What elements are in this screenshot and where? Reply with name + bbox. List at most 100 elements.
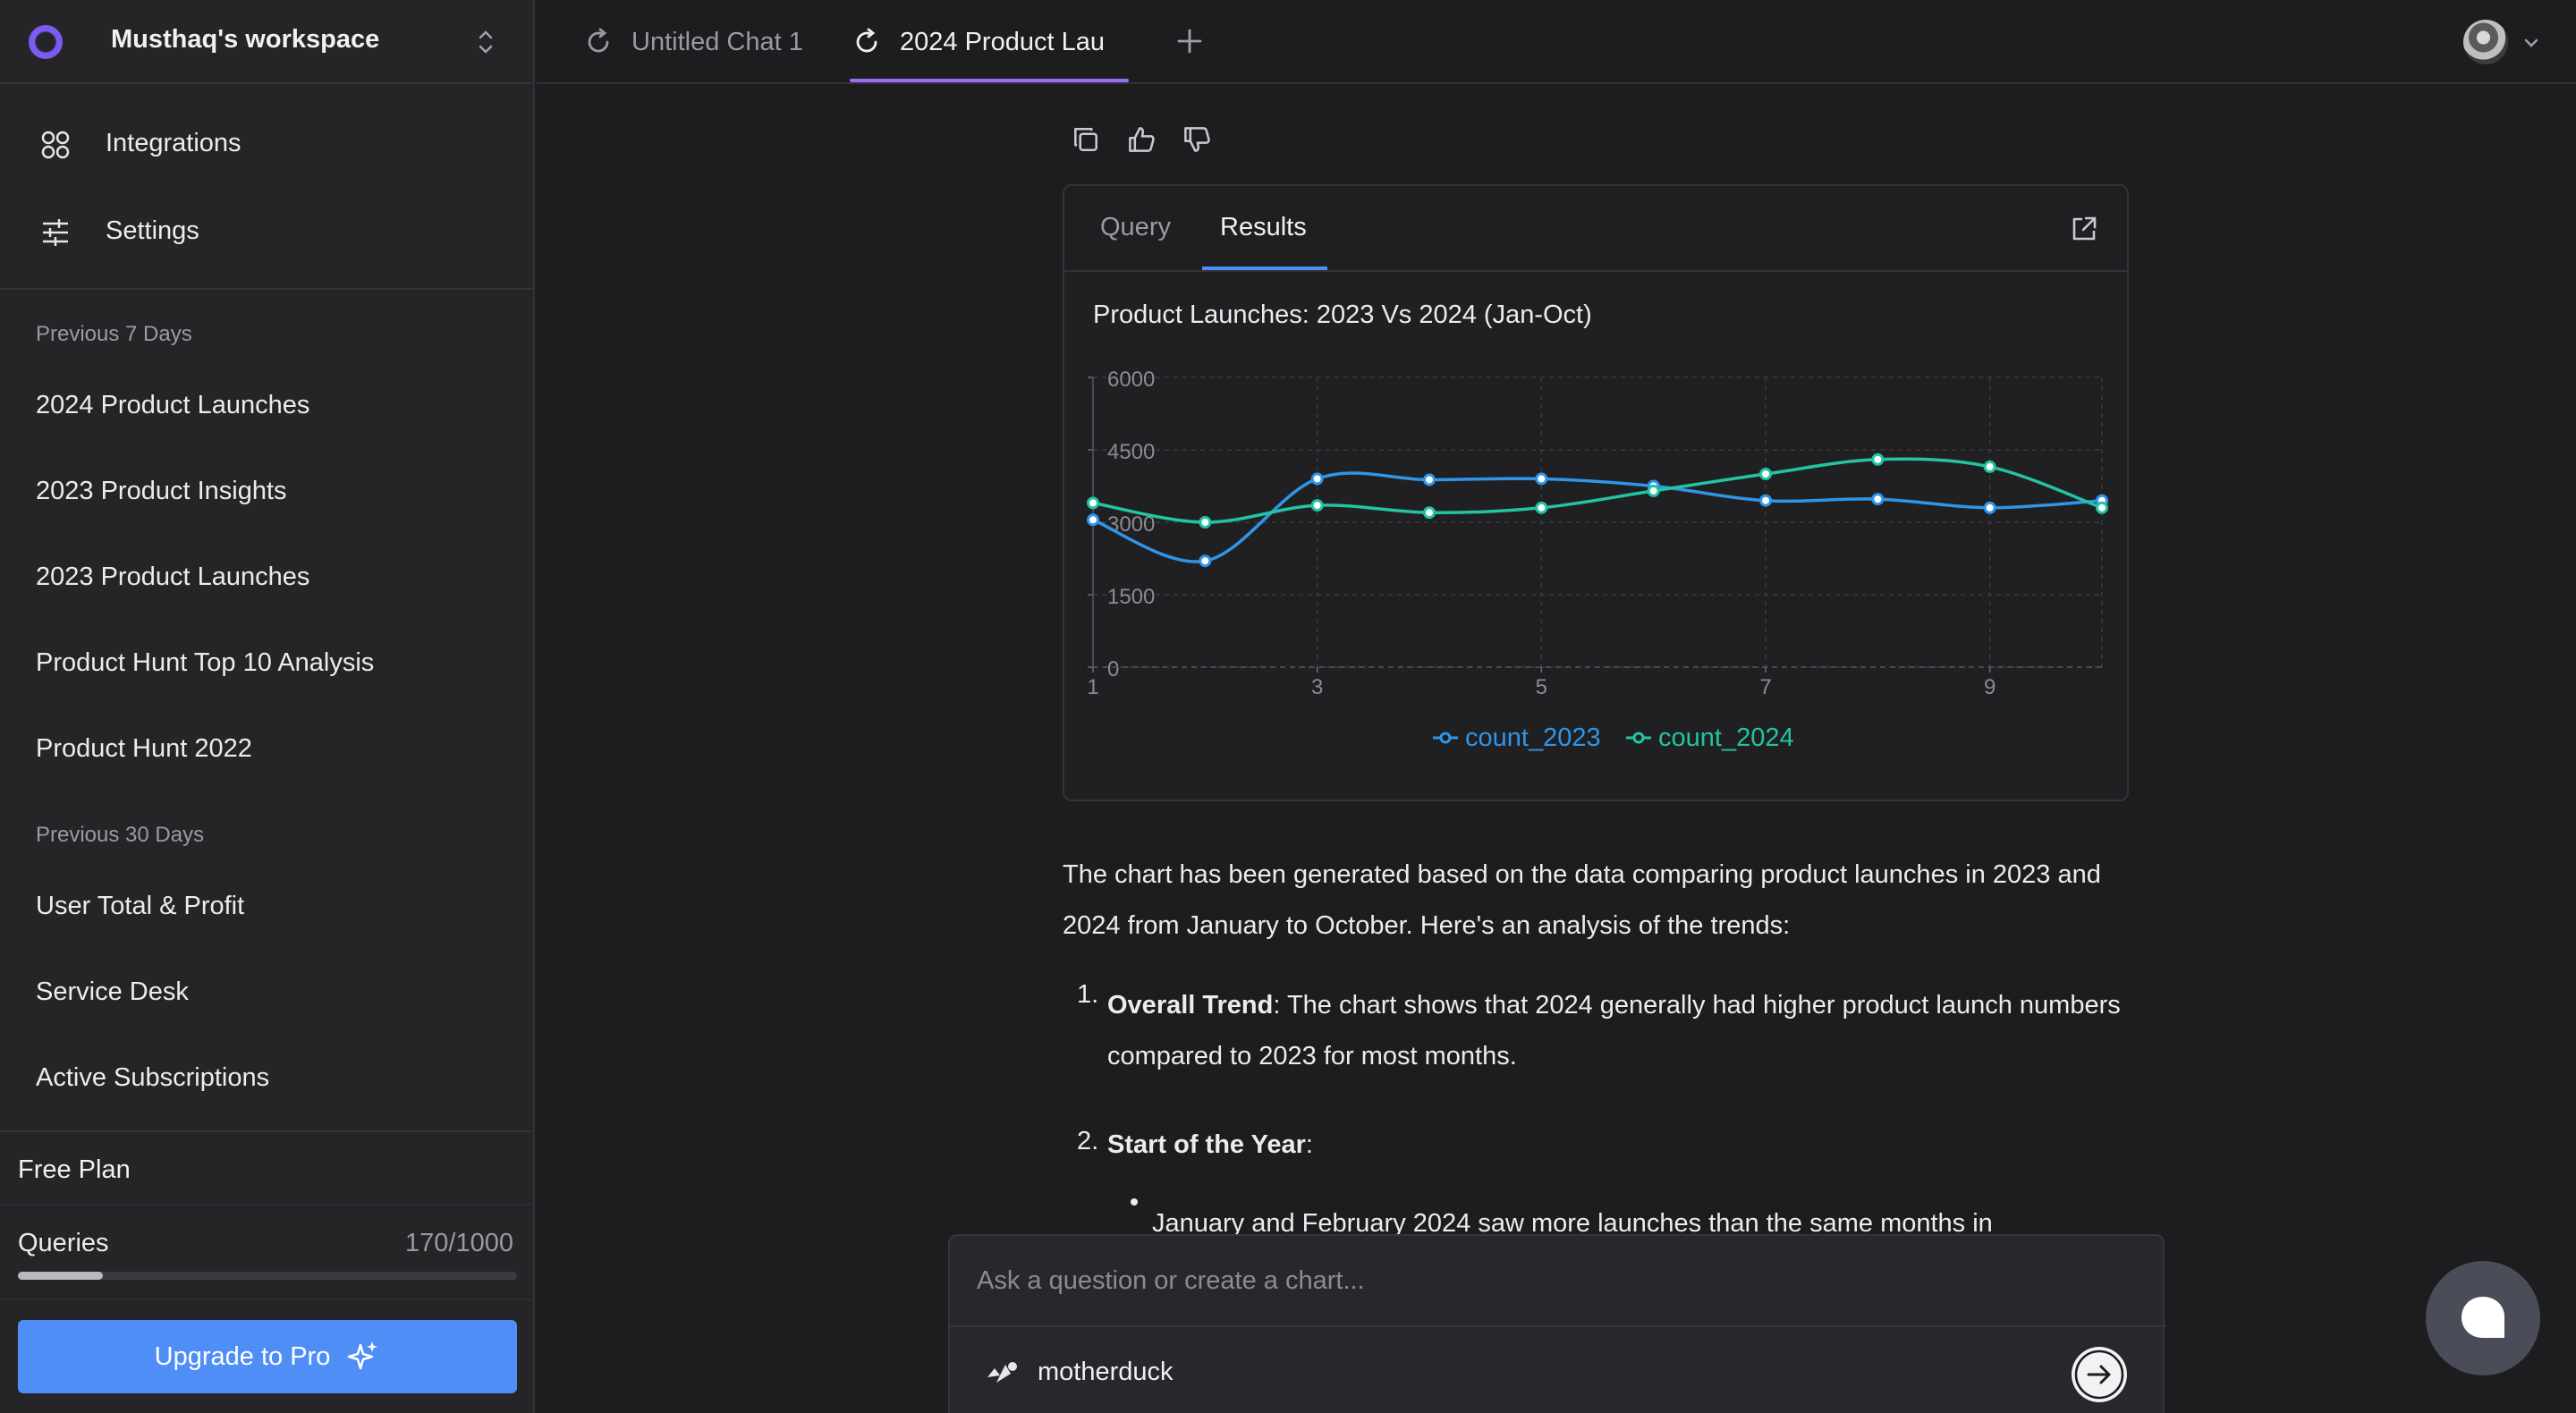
divider [950, 1325, 2166, 1327]
tab-untitled-chat-1[interactable]: Untitled Chat 1 [583, 0, 803, 84]
nav-integrations[interactable]: Integrations [0, 102, 535, 184]
arrow-right-icon [2074, 1350, 2124, 1400]
upgrade-label: Upgrade to Pro [154, 1341, 331, 1371]
data-point-count_2024 [1310, 499, 1324, 512]
data-point-count_2024 [1647, 484, 1660, 497]
add-tab-icon[interactable] [1174, 25, 1206, 57]
data-point-count_2023 [1983, 501, 1996, 514]
legend-label: count_2023 [1465, 723, 1601, 752]
nav-label: Settings [106, 216, 199, 245]
list-item-number: 2. [1077, 1127, 1099, 1155]
open-external-icon[interactable] [2070, 215, 2098, 243]
send-button[interactable] [2072, 1347, 2127, 1402]
result-card: Query Results Product Launches: 2023 Vs … [1063, 184, 2129, 801]
history-item[interactable]: Product Hunt 2022 [36, 734, 252, 763]
list-item-text: : The chart shows that 2024 generally ha… [1107, 991, 2121, 1070]
queries-progress-bar [18, 1272, 517, 1280]
tab-label: 2024 Product Lau [900, 27, 1105, 56]
x-tick-label: 1 [1087, 675, 1098, 699]
thumbs-up-icon[interactable] [1125, 122, 1157, 157]
data-point-count_2024 [1871, 453, 1885, 466]
sparkles-icon [348, 1341, 378, 1370]
history-item[interactable]: Active Subscriptions [36, 1063, 270, 1092]
data-point-count_2023 [1535, 472, 1548, 486]
data-point-count_2023 [1310, 472, 1324, 486]
workspace-name: Musthaq's workspace [111, 25, 380, 54]
section-label-older: Previous 30 Days [36, 823, 205, 847]
support-chat-button[interactable] [2426, 1261, 2540, 1375]
user-avatar[interactable] [2463, 20, 2508, 64]
history-item[interactable]: User Total & Profit [36, 892, 245, 920]
chevron-down-icon[interactable] [2521, 32, 2542, 54]
data-point-count_2023 [1199, 554, 1212, 568]
legend-marker-point [1439, 732, 1452, 744]
message-actions [1070, 122, 1213, 157]
x-tick-label: 9 [1984, 675, 1996, 699]
queries-count: 170/1000 [405, 1229, 513, 1257]
nav-label: Integrations [106, 129, 242, 157]
list-item-title: Overall Trend [1107, 991, 1274, 1020]
legend-label: count_2024 [1658, 723, 1794, 752]
data-point-count_2024 [1199, 516, 1212, 529]
active-tab-indicator [850, 79, 1129, 82]
answer-intro: The chart has been generated based on th… [1063, 860, 2101, 940]
series-line-count_2023 [1092, 471, 2103, 563]
chevron-up-down-icon [479, 30, 493, 54]
x-tick-label: 7 [1759, 675, 1771, 699]
result-card-header: Query Results [1064, 186, 2127, 272]
history-item[interactable]: Product Hunt Top 10 Analysis [36, 648, 375, 677]
active-tab-indicator [1202, 267, 1327, 270]
history-item[interactable]: 2023 Product Launches [36, 563, 310, 591]
history-item[interactable]: 2023 Product Insights [36, 477, 287, 505]
data-point-count_2024 [2096, 501, 2108, 514]
queries-progress-fill [18, 1272, 103, 1280]
sidebar: Musthaq's workspace Integrations Setting… [0, 0, 535, 1413]
section-label-recent: Previous 7 Days [36, 322, 192, 346]
upgrade-button[interactable]: Upgrade to Pro [18, 1320, 517, 1393]
x-tick-label: 5 [1536, 675, 1547, 699]
data-point-count_2024 [1087, 496, 1099, 510]
data-source-label[interactable]: motherduck [1038, 1358, 1174, 1386]
list-item-title: Start of the Year [1107, 1130, 1306, 1159]
list-item: Start of the Year: [1107, 1127, 2136, 1163]
divider [0, 1130, 535, 1132]
legend-marker-point [1632, 732, 1645, 744]
y-tick-label: 1500 [1107, 585, 1155, 609]
data-point-count_2023 [1423, 473, 1436, 487]
motherduck-icon [987, 1362, 1017, 1383]
history-item[interactable]: 2024 Product Launches [36, 391, 310, 419]
list-item: Overall Trend: The chart shows that 2024… [1107, 980, 2136, 1082]
workspace-switcher[interactable]: Musthaq's workspace [0, 0, 535, 84]
tab-query[interactable]: Query [1100, 213, 1171, 241]
divider [0, 1204, 535, 1206]
top-bar: Untitled Chat 1 2024 Product Lau [537, 0, 2576, 84]
integrations-icon [41, 131, 70, 159]
copy-icon[interactable] [1070, 122, 1102, 157]
tab-label: Untitled Chat 1 [631, 27, 803, 56]
data-point-count_2024 [1535, 501, 1548, 514]
bullet-text: January and February 2024 saw more launc… [1152, 1209, 1993, 1238]
composer: motherduck [948, 1234, 2166, 1413]
tab-2024-product-launches[interactable]: 2024 Product Lau [852, 0, 1105, 84]
list-item-number: 1. [1077, 980, 1099, 1009]
y-tick-label: 6000 [1107, 368, 1155, 392]
workspace-logo-icon [29, 25, 63, 59]
data-point-count_2023 [1087, 513, 1099, 527]
data-point-count_2023 [1759, 494, 1772, 507]
chat-refresh-icon [588, 28, 609, 53]
question-input[interactable] [977, 1266, 2140, 1296]
y-tick-label: 4500 [1107, 440, 1155, 464]
list-item-text: : [1305, 1130, 1313, 1159]
nav-settings[interactable]: Settings [0, 190, 535, 272]
thumbs-down-icon[interactable] [1181, 122, 1213, 157]
divider [0, 1299, 535, 1300]
bullet-dot [1131, 1198, 1138, 1206]
history-item[interactable]: Service Desk [36, 977, 189, 1006]
data-point-count_2024 [1759, 468, 1772, 480]
y-tick-label: 0 [1107, 657, 1119, 681]
series-line-count_2024 [1092, 457, 2103, 524]
data-point-count_2024 [1423, 506, 1436, 520]
divider [0, 288, 535, 290]
tab-results[interactable]: Results [1220, 213, 1307, 241]
